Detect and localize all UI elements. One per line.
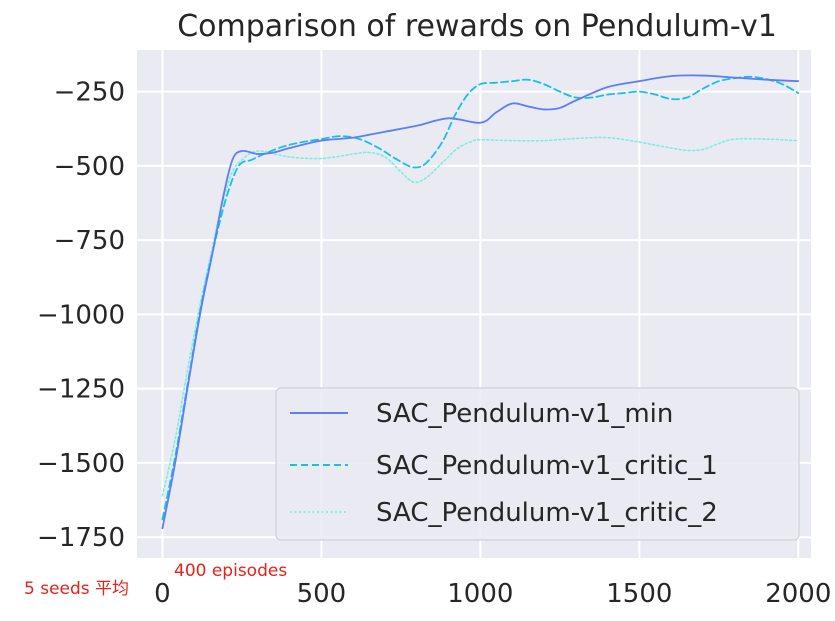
x-tick-label: 2000	[765, 579, 831, 609]
x-tick-label: 1500	[606, 579, 672, 609]
legend-label: SAC_Pendulum-v1_critic_2	[376, 498, 718, 528]
y-tick-label: −1000	[37, 300, 125, 330]
series-layer	[161, 74, 800, 530]
y-tick-label: −1250	[37, 375, 125, 405]
y-tick-label: −750	[54, 226, 125, 256]
x-tick-label: 500	[297, 579, 347, 609]
x-tick-label: 1000	[447, 579, 513, 609]
legend-label: SAC_Pendulum-v1_min	[376, 399, 673, 429]
y-tick-labels: −250 −500 −750 −1000 −1250 −1500 −1750	[37, 78, 125, 554]
legend-box	[275, 387, 800, 541]
y-tick-label: −500	[54, 152, 125, 182]
y-tick-label: −1750	[37, 523, 125, 553]
series-line-critic-1	[161, 75, 800, 521]
seeds-annotation: 5 seeds 平均	[24, 579, 130, 599]
series-line-min	[161, 74, 800, 530]
legend-label: SAC_Pendulum-v1_critic_1	[376, 451, 718, 481]
x-tick-label: 0	[154, 579, 171, 609]
chart-title: Comparison of rewards on Pendulum-v1	[177, 9, 777, 44]
y-tick-label: −250	[54, 78, 125, 108]
legend: SAC_Pendulum-v1_min SAC_Pendulum-v1_criti…	[275, 387, 800, 541]
episodes-annotation: 400 episodes	[174, 561, 288, 581]
series-line-critic-2	[161, 136, 800, 497]
x-tick-labels: 0 500 1000 1500 2000	[154, 579, 831, 609]
y-tick-label: −1500	[37, 449, 125, 479]
